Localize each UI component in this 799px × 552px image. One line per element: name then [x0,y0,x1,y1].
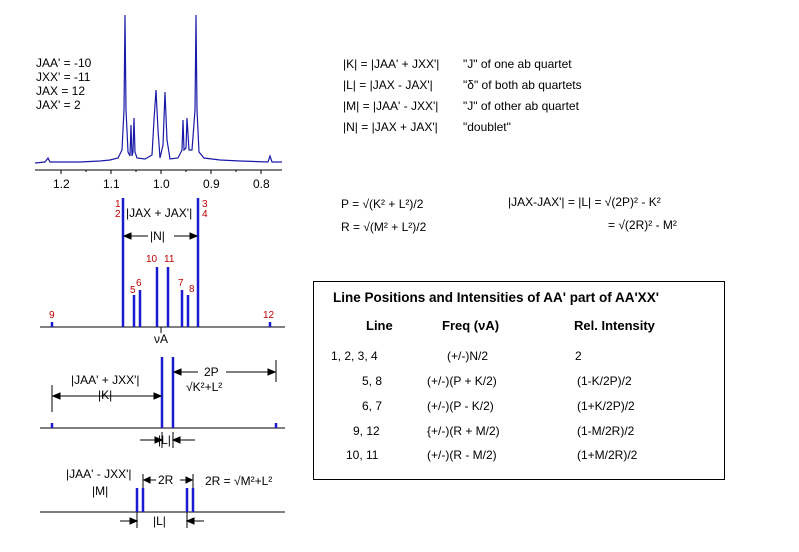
row-freq: (+/-)N/2 [447,349,489,363]
l-arrow-a [140,436,195,444]
spectrum-ticks [60,170,262,174]
definition-n-desc: "doublet" [463,120,511,134]
row-freq: (+/-)(P - K/2) [427,399,494,413]
row-intensity: (1+M/2R)/2 [577,448,638,462]
two-r-formula: 2R = √M²+L² [205,474,273,488]
row-line: 5, 8 [362,374,383,388]
stick-label-3: 3 [202,199,208,210]
tick-label: 1.1 [103,177,120,191]
jaa-diff-label: |JAA' - JXX'| [66,467,132,481]
l-label-a: |L| [158,433,171,447]
coupling-jaa: JAA' = -10 [36,56,92,70]
definition-k: |K| = |JAA' + JXX'| [343,57,440,71]
row-freq: (+/-)(P + K/2) [427,374,497,388]
jax-sum-label: |JAX + JAX'| [126,206,193,220]
formula-r: R = √(M² + L²)/2 [341,220,427,234]
stick-label-6: 6 [136,278,142,289]
line-table: Line Positions and Intensities of AA' pa… [313,281,725,480]
stick-label-10: 10 [146,254,158,265]
coupling-jax: JAX = 12 [36,84,86,98]
row-freq: (+/-)(R - M/2) [427,448,497,462]
row-intensity: 2 [575,349,582,363]
l-arrow-b [120,517,204,525]
table-header-intensity: Rel. Intensity [574,318,655,333]
row-line: 6, 7 [362,399,383,413]
stick-label-5: 5 [130,285,136,296]
definition-l-desc: "δ" of both ab quartets [463,78,582,92]
definition-n: |N| = |JAX + JAX'| [343,120,438,134]
definitions-lhs: |K| = |JAA' + JXX'| |L| = |JAX - JAX'| |… [343,54,439,138]
stick-label-2: 2 [115,209,121,220]
row-intensity: (1-M/2R)/2 [577,424,635,438]
stick-label-1: 1 [115,199,121,210]
definitions-desc: "J" of one ab quartet "δ" of both ab qua… [463,54,582,138]
stick-label-4: 4 [202,209,208,220]
coupling-jxx: JXX' = -11 [36,70,91,84]
extension-lines-3 [136,474,194,528]
coupling-jax-prime: JAX' = 2 [36,98,81,112]
stick-lines-3 [135,488,195,512]
row-line: 9, 12 [353,424,380,438]
stick-label-8: 8 [189,284,195,295]
row-intensity: (1+K/2P)/2 [577,399,635,413]
two-r-label: 2R [158,473,174,487]
k-label: |K| [98,388,113,402]
table-title: Line Positions and Intensities of AA' pa… [333,290,659,305]
tick-label: 1.0 [153,177,170,191]
formula-p: P = √(K² + L²)/2 [341,197,424,211]
tick-label: 0.8 [253,177,270,191]
two-p-arrow [172,368,277,376]
row-intensity: (1-K/2P)/2 [577,374,632,388]
coupling-constants: JAA' = -10 JXX' = -11 JAX = 12 JAX' = 2 [36,56,91,112]
tick-label: 0.9 [203,177,220,191]
nu-a-label: νA [154,332,169,346]
stick-label-9: 9 [49,310,55,321]
table-header-freq: Freq (νA) [442,318,500,333]
l-label-b: |L| [153,514,166,528]
two-r-arrow [142,476,194,484]
stick-label-7: 7 [178,278,184,289]
n-label: |N| [150,229,165,243]
n-arrow [122,232,199,240]
row-line: 10, 11 [346,448,379,462]
formula-l-2: = √(2R)² - M² [608,218,677,232]
stick-lines [50,198,272,327]
stick-lines-2 [50,357,278,428]
definition-m-desc: "J" of other ab quartet [463,99,579,113]
formula-l-1: |JAX-JAX'| = |L| = √(2P)² - K² [508,195,661,209]
stick-label-12: 12 [263,310,275,321]
row-freq: {+/-)(R + M/2) [427,424,500,438]
row-line: 1, 2, 3, 4 [331,349,378,363]
stick-label-11: 11 [164,254,175,265]
tick-label: 1.2 [53,177,70,191]
nmr-spectrum-trace [34,14,282,164]
two-p-label: 2P [204,365,219,379]
k-arrow [51,392,163,400]
two-p-formula: √K²+L² [186,380,223,394]
definition-m: |M| = |JAA' - JXX'| [343,99,439,113]
definition-k-desc: "J" of one ab quartet [463,57,572,71]
table-header-line: Line [366,318,393,333]
definition-l: |L| = |JAX - JAX'| [343,78,433,92]
m-label: |M| [92,484,109,498]
jaa-sum-label: |JAA' + JXX'| [71,373,140,387]
